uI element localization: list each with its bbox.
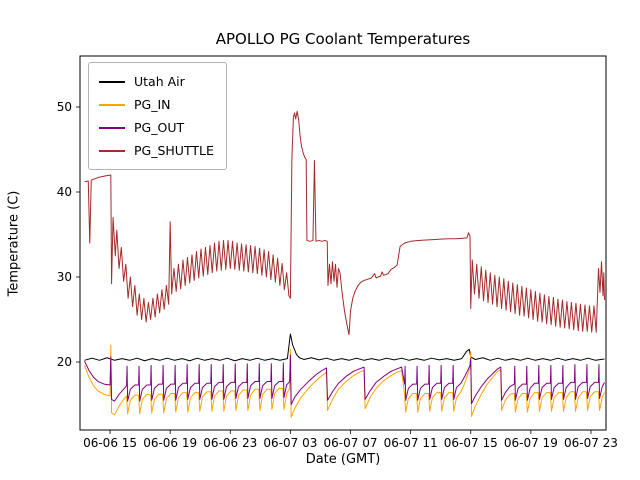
x-tick-label: 06-06 23: [203, 436, 257, 450]
x-tick-label: 06-07 23: [564, 436, 618, 450]
legend-label: PG_OUT: [134, 120, 185, 135]
legend-label: PG_SHUTTLE: [134, 143, 214, 158]
x-tick-label: 06-06 19: [143, 436, 197, 450]
legend-item: PG_OUT: [99, 116, 214, 139]
legend-item: Utah Air: [99, 70, 214, 93]
x-tick-label: 06-07 19: [504, 436, 558, 450]
series-line-pg_in: [84, 344, 605, 418]
chart-title: APOLLO PG Coolant Temperatures: [215, 30, 471, 48]
x-tick-label: 06-07 15: [444, 436, 498, 450]
legend-line-swatch: [99, 126, 125, 129]
x-tick-label: 06-07 03: [263, 436, 317, 450]
x-tick-label: 06-07 11: [384, 436, 438, 450]
legend: Utah Air PG_IN PG_OUT PG_SHUTTLE: [88, 62, 227, 170]
x-axis-label: Date (GMT): [305, 452, 381, 467]
y-tick-label: 30: [57, 270, 72, 284]
series-line-pg_out: [84, 354, 605, 405]
axes-spines: [79, 55, 607, 431]
legend-line-swatch: [99, 80, 125, 83]
legend-item: PG_IN: [99, 93, 214, 116]
series-line-pg_shuttle: [84, 110, 605, 336]
legend-label: Utah Air: [134, 74, 185, 89]
legend-item: PG_SHUTTLE: [99, 139, 214, 162]
legend-label: PG_IN: [134, 97, 171, 112]
y-tick-label: 20: [57, 355, 72, 369]
x-tick-label: 06-07 07: [324, 436, 378, 450]
y-tick-label: 50: [57, 100, 72, 114]
legend-line-swatch: [99, 149, 125, 152]
legend-line-swatch: [99, 103, 125, 106]
x-tick-label: 06-06 15: [83, 436, 137, 450]
y-tick-label: 40: [57, 185, 72, 199]
series-line-utah air: [84, 333, 605, 362]
